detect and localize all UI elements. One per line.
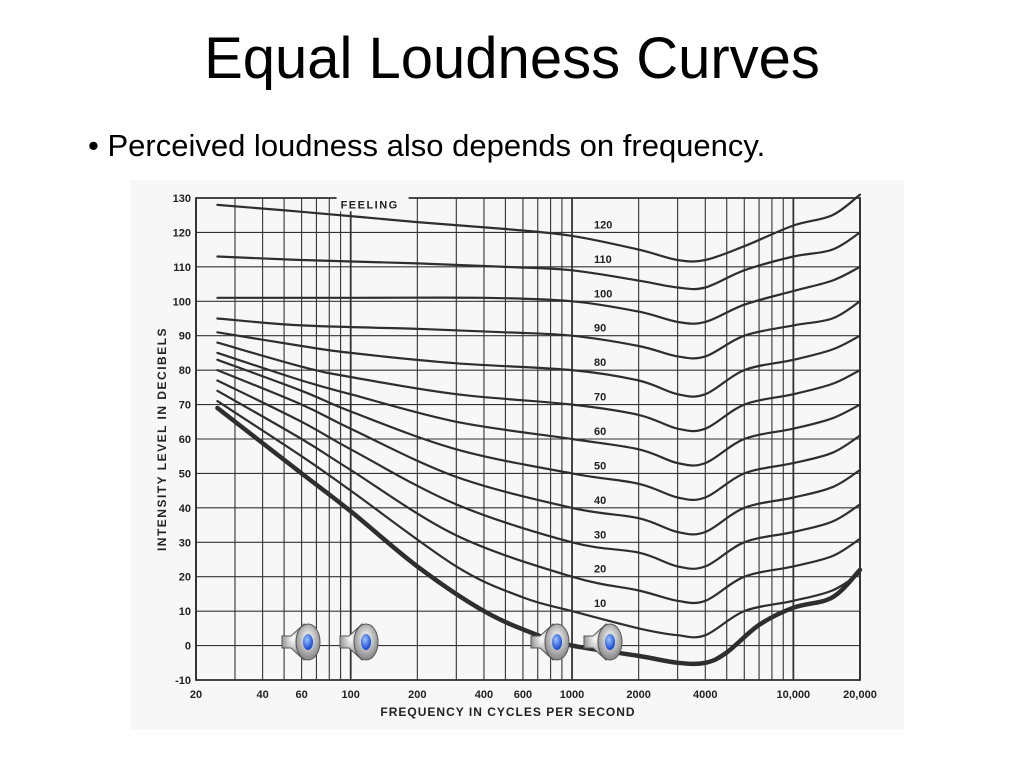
curve-label: 10 bbox=[594, 598, 606, 610]
loudness-curve bbox=[215, 405, 863, 667]
loudness-curve bbox=[216, 358, 862, 501]
y-tick-label: 10 bbox=[179, 606, 191, 618]
x-tick-label: 4000 bbox=[693, 689, 717, 701]
curve-label: 70 bbox=[594, 392, 606, 404]
curve-label-backdrop bbox=[591, 595, 622, 610]
loudness-curve bbox=[216, 389, 862, 605]
curve-label: 30 bbox=[594, 529, 606, 541]
curve-label-backdrop bbox=[591, 491, 622, 506]
annotation-backdrop bbox=[336, 196, 409, 212]
curve-label-backdrop bbox=[591, 354, 622, 369]
slide-title: Equal Loudness Curves bbox=[204, 26, 820, 91]
y-tick-label: 30 bbox=[179, 537, 191, 549]
y-tick-label: 120 bbox=[173, 227, 191, 239]
curve-label: 20 bbox=[594, 564, 606, 576]
curve-label: 90 bbox=[594, 323, 606, 335]
bullet-point: • Perceived loudness also depends on fre… bbox=[88, 128, 766, 163]
y-tick-label: 60 bbox=[179, 434, 191, 446]
x-tick-label: 10,000 bbox=[777, 689, 811, 701]
x-tick-label: 1000 bbox=[560, 689, 584, 701]
y-tick-label: 100 bbox=[173, 296, 191, 308]
x-axis-label: FREQUENCY IN CYCLES PER SECOND bbox=[380, 705, 635, 719]
loudness-curve bbox=[216, 351, 862, 467]
curve-label: 50 bbox=[594, 460, 606, 472]
x-tick-label: 40 bbox=[257, 689, 269, 701]
speaker-icon[interactable] bbox=[581, 619, 627, 665]
curve-label-backdrop bbox=[591, 560, 622, 575]
speaker-icon[interactable] bbox=[528, 619, 574, 665]
feeling-annotation: FEELING bbox=[341, 199, 399, 211]
loudness-curve bbox=[216, 231, 862, 291]
loudness-curve bbox=[216, 300, 862, 360]
curve-label: 120 bbox=[594, 219, 612, 231]
curve-label: 60 bbox=[594, 426, 606, 438]
loudness-curve bbox=[216, 193, 862, 263]
speaker-icon[interactable] bbox=[337, 619, 383, 665]
x-tick-label: 400 bbox=[475, 689, 493, 701]
curve-label-backdrop bbox=[591, 319, 622, 334]
curve-label: 100 bbox=[594, 288, 612, 300]
curve-label-backdrop bbox=[591, 388, 622, 403]
y-tick-label: 20 bbox=[179, 572, 191, 584]
y-tick-label: 70 bbox=[179, 400, 191, 412]
x-tick-label: 200 bbox=[408, 689, 426, 701]
equal-loudness-chart: 1201101009080706050403020100FEELING 1301… bbox=[155, 193, 877, 719]
curve-labels: 1201101009080706050403020100FEELING bbox=[336, 196, 622, 645]
y-tick-label: 110 bbox=[173, 262, 191, 274]
x-tick-label: 2000 bbox=[626, 689, 650, 701]
x-tick-label: 600 bbox=[514, 689, 532, 701]
x-tick-label: 20 bbox=[190, 689, 202, 701]
y-tick-label: 40 bbox=[179, 503, 191, 515]
curve-label: 80 bbox=[594, 357, 606, 369]
y-tick-label: 0 bbox=[185, 641, 191, 653]
x-tick-label: 20,000 bbox=[843, 689, 877, 701]
loudness-curve bbox=[216, 369, 862, 536]
chart-area: 1201101009080706050403020100FEELING 1301… bbox=[130, 180, 904, 730]
loudness-curve bbox=[216, 400, 862, 639]
loudness-curve bbox=[216, 331, 862, 398]
plot-frame bbox=[195, 197, 861, 681]
curve-label-backdrop bbox=[591, 250, 622, 265]
loudness-curve bbox=[216, 379, 862, 570]
speaker-icon[interactable] bbox=[279, 619, 325, 665]
y-tick-label: 130 bbox=[173, 193, 191, 205]
curve-label-backdrop bbox=[591, 526, 622, 541]
y-tick-label: 80 bbox=[179, 365, 191, 377]
curve-label: 40 bbox=[594, 495, 606, 507]
curves bbox=[215, 193, 863, 667]
y-tick-label: 90 bbox=[179, 331, 191, 343]
curve-label: 110 bbox=[594, 254, 612, 266]
curve-label-backdrop bbox=[591, 285, 622, 300]
loudness-curve bbox=[216, 265, 862, 325]
y-axis-label: INTENSITY LEVEL IN DECIBELS bbox=[155, 327, 169, 551]
y-tick-label: -10 bbox=[175, 675, 191, 687]
x-tick-label: 60 bbox=[295, 689, 307, 701]
y-tick-label: 50 bbox=[179, 468, 191, 480]
x-tick-label: 100 bbox=[342, 689, 360, 701]
loudness-curve bbox=[216, 341, 862, 433]
curve-label-backdrop bbox=[591, 216, 622, 231]
curve-label-backdrop bbox=[591, 457, 622, 472]
curve-label-backdrop bbox=[591, 423, 622, 437]
